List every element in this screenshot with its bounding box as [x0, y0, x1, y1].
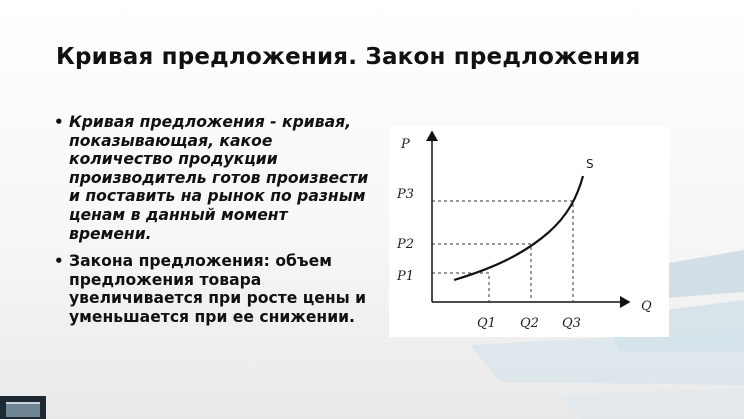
guide-p1-q1: [432, 272, 490, 302]
x-axis-label: Q: [641, 299, 652, 314]
quantity-label-q1: Q1: [477, 316, 496, 331]
supply-curve-diagram: P Q S P1 P2 P3 Q1 Q2 Q3: [389, 126, 669, 337]
corner-thumbnail: [0, 396, 46, 419]
price-label-p1: P1: [396, 269, 414, 284]
supply-curve-svg: P Q S P1 P2 P3 Q1 Q2 Q3: [396, 130, 652, 331]
bullet-text-definition: Кривая предложения - кривая, показывающа…: [69, 113, 369, 243]
bullet-item-definition: • Кривая предложения - кривая, показываю…: [54, 113, 374, 243]
bullet-marker: •: [54, 252, 64, 271]
bullet-list: • Кривая предложения - кривая, показываю…: [54, 113, 374, 336]
bullet-text-law: Закона предложения: объем предложения то…: [69, 252, 367, 326]
quantity-label-q2: Q2: [520, 316, 539, 331]
guide-p2-q2: [432, 243, 532, 302]
curve-label: S: [586, 157, 594, 171]
bullet-item-law: • Закона предложения: объем предложения …: [54, 252, 374, 326]
price-label-p3: P3: [396, 187, 414, 202]
guide-p3-q3: [432, 200, 574, 302]
supply-curve: [453, 175, 585, 282]
y-axis-label: P: [400, 137, 410, 152]
price-label-p2: P2: [396, 237, 414, 252]
quantity-label-q3: Q3: [562, 316, 581, 331]
bullet-marker: •: [54, 113, 64, 131]
slide-title: Кривая предложения. Закон предложения: [56, 44, 641, 70]
